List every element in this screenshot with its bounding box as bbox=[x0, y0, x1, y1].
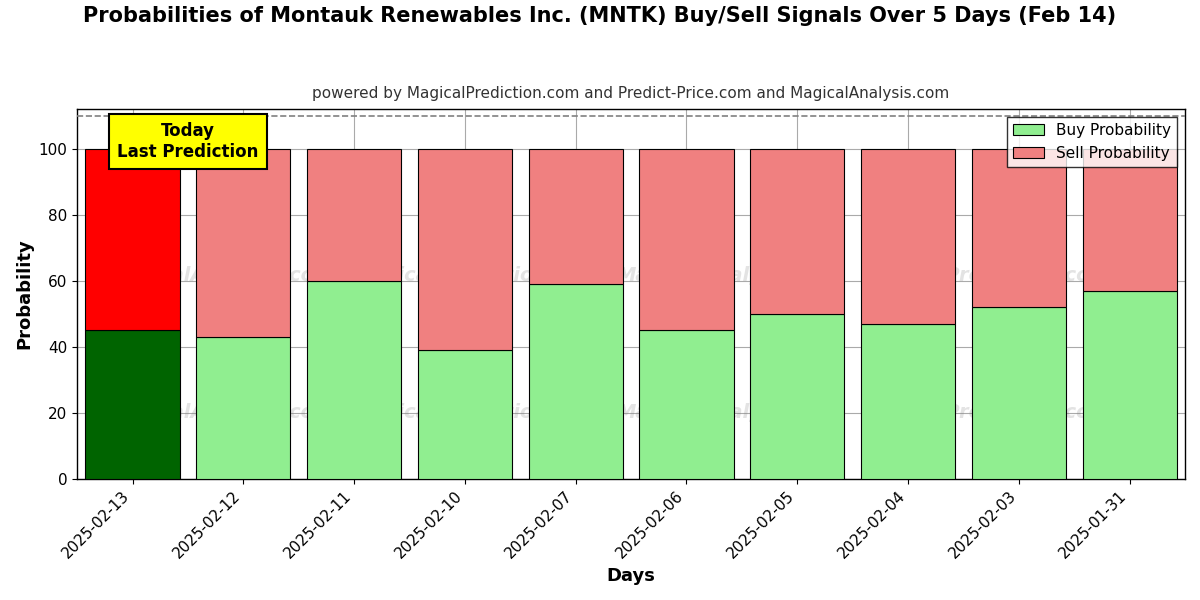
Y-axis label: Probability: Probability bbox=[14, 239, 32, 349]
Bar bbox=[750, 314, 845, 479]
Bar bbox=[197, 337, 290, 479]
Bar bbox=[197, 149, 290, 337]
Text: MagicalAnalysis.com: MagicalAnalysis.com bbox=[617, 403, 845, 422]
Title: powered by MagicalPrediction.com and Predict-Price.com and MagicalAnalysis.com: powered by MagicalPrediction.com and Pre… bbox=[312, 86, 949, 101]
Bar bbox=[307, 149, 401, 281]
Bar bbox=[85, 330, 180, 479]
Bar bbox=[418, 350, 512, 479]
Text: MagicalPrediction.com: MagicalPrediction.com bbox=[352, 266, 600, 285]
Bar bbox=[418, 149, 512, 350]
Text: MagicalAnalysis.com: MagicalAnalysis.com bbox=[617, 266, 845, 285]
Bar bbox=[640, 330, 733, 479]
X-axis label: Days: Days bbox=[607, 567, 655, 585]
Bar bbox=[307, 281, 401, 479]
Bar bbox=[640, 149, 733, 330]
Bar bbox=[750, 149, 845, 314]
Text: MagicalAnalysis.com: MagicalAnalysis.com bbox=[107, 266, 335, 285]
Bar bbox=[860, 149, 955, 323]
Text: MagicalPrediction.com: MagicalPrediction.com bbox=[352, 403, 600, 422]
Text: MagicalPrediction.com: MagicalPrediction.com bbox=[862, 266, 1110, 285]
Bar bbox=[860, 323, 955, 479]
Bar bbox=[529, 149, 623, 284]
Bar bbox=[972, 307, 1066, 479]
Legend: Buy Probability, Sell Probability: Buy Probability, Sell Probability bbox=[1007, 117, 1177, 167]
Bar bbox=[1082, 149, 1177, 290]
Bar bbox=[1082, 290, 1177, 479]
Text: MagicalPrediction.com: MagicalPrediction.com bbox=[862, 403, 1110, 422]
Bar bbox=[529, 284, 623, 479]
Bar bbox=[972, 149, 1066, 307]
Text: MagicalAnalysis.com: MagicalAnalysis.com bbox=[107, 403, 335, 422]
Text: Today
Last Prediction: Today Last Prediction bbox=[118, 122, 259, 161]
Bar bbox=[85, 149, 180, 330]
Text: Probabilities of Montauk Renewables Inc. (MNTK) Buy/Sell Signals Over 5 Days (Fe: Probabilities of Montauk Renewables Inc.… bbox=[84, 6, 1116, 26]
